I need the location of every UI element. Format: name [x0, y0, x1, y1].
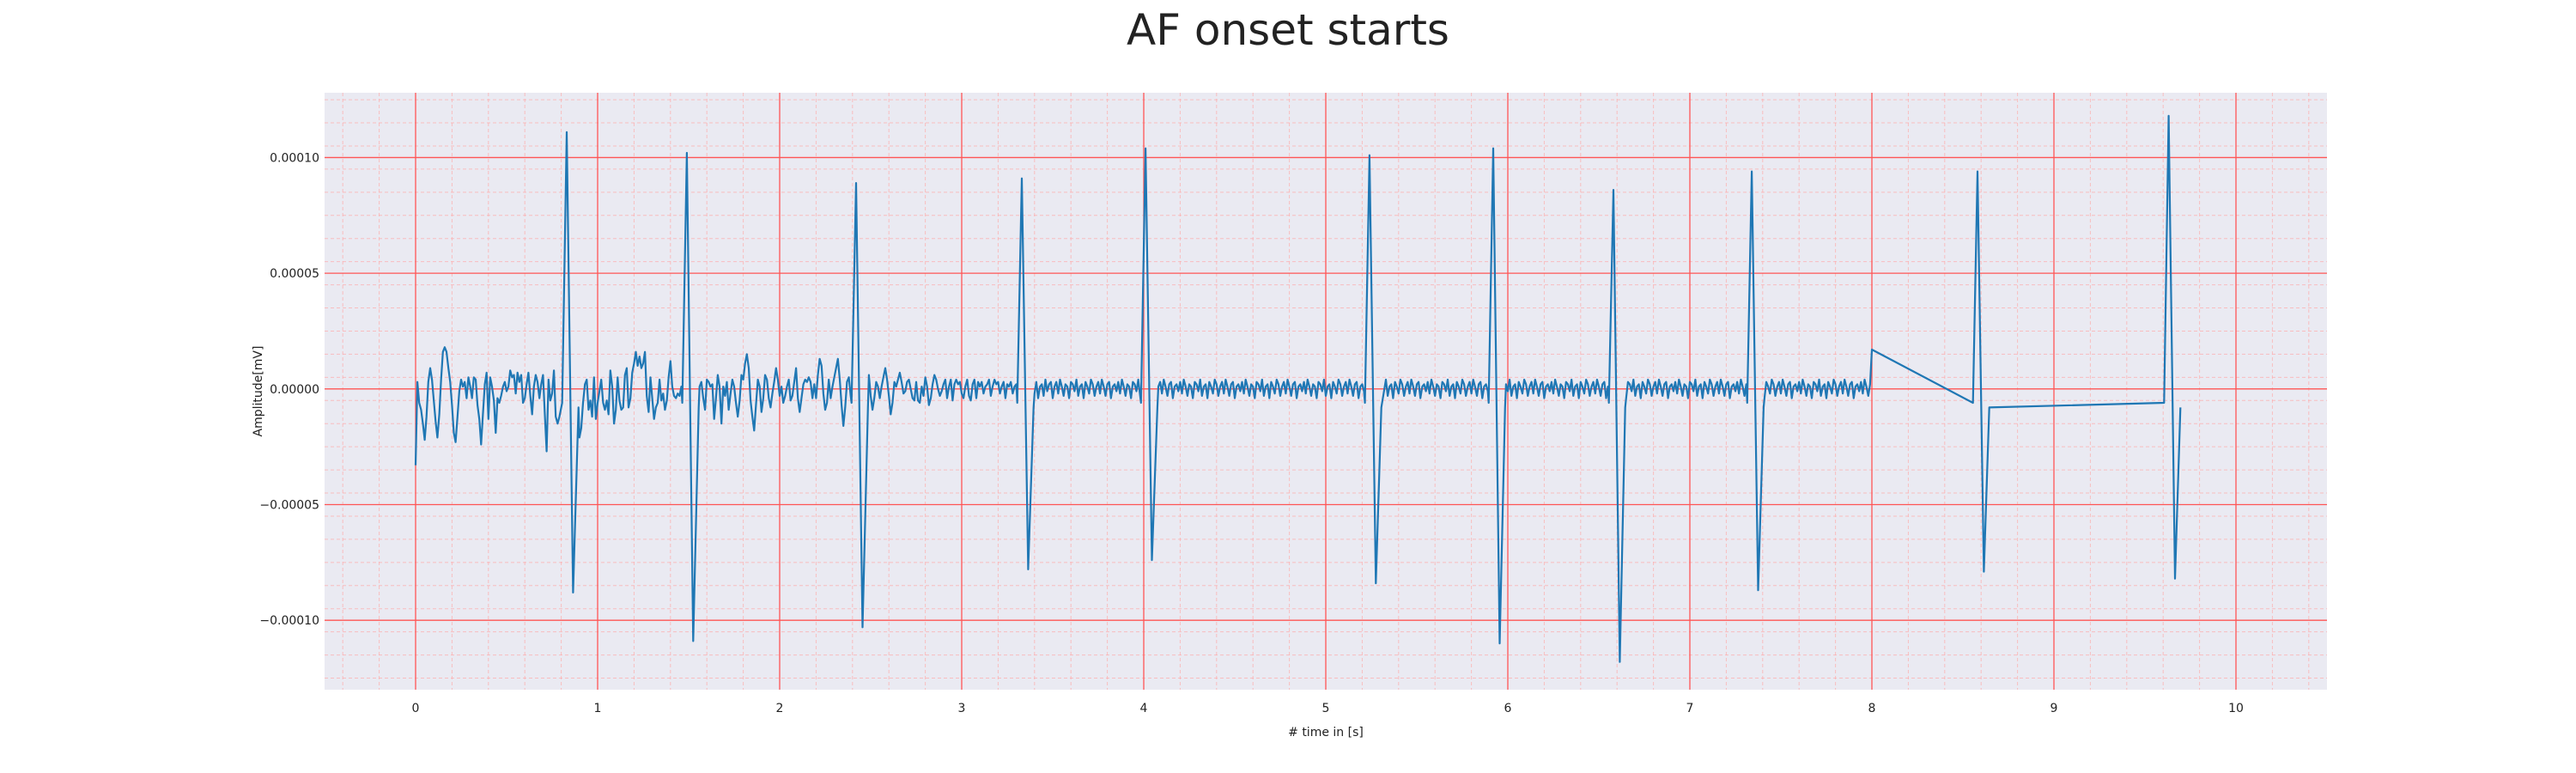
x-tick-label: 3 [958, 702, 966, 715]
x-tick-label: 0 [412, 702, 420, 715]
x-tick-label: 4 [1140, 702, 1148, 715]
chart-title: AF onset starts [1127, 5, 1449, 55]
x-axis-ticks: 0 1 2 3 4 5 6 7 8 9 10 [412, 702, 2244, 715]
x-tick-label: 7 [1686, 702, 1694, 715]
x-tick-label: 9 [2050, 702, 2058, 715]
x-axis-label: # time in [s] [1288, 726, 1364, 740]
y-tick-label: 0.00005 [270, 267, 319, 281]
y-tick-label: −0.00005 [259, 498, 319, 512]
x-tick-label: 10 [2228, 702, 2244, 715]
y-tick-label: −0.00010 [259, 614, 319, 628]
x-tick-label: 8 [1868, 702, 1876, 715]
ecg-series-line [414, 114, 2182, 663]
y-tick-label: 0.00010 [270, 151, 319, 165]
y-axis-ticks: 0.00010 0.00005 0.00000 −0.00005 −0.00010 [259, 151, 319, 628]
series-layer [414, 114, 2182, 663]
x-tick-label: 2 [776, 702, 784, 715]
y-tick-label: 0.00000 [270, 383, 319, 397]
x-tick-label: 5 [1322, 702, 1330, 715]
major-grid [325, 93, 2327, 690]
y-axis-label: Amplitude[mV] [252, 346, 265, 437]
x-tick-label: 1 [594, 702, 602, 715]
x-tick-label: 6 [1504, 702, 1512, 715]
